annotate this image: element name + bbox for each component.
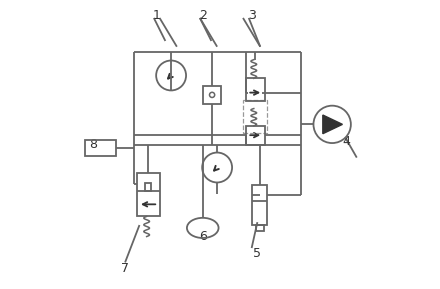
Text: 3: 3: [248, 9, 256, 22]
Text: 7: 7: [121, 262, 129, 275]
Bar: [203, 86, 221, 104]
Polygon shape: [323, 115, 342, 134]
Bar: [246, 126, 264, 144]
Bar: [246, 78, 264, 101]
Text: 8: 8: [89, 138, 97, 151]
Bar: [256, 225, 264, 231]
Bar: [252, 185, 268, 225]
Text: 2: 2: [199, 9, 207, 22]
Text: 4: 4: [343, 135, 351, 148]
Text: 5: 5: [253, 247, 261, 260]
Bar: [136, 173, 160, 216]
Bar: [145, 183, 151, 190]
Bar: [85, 140, 117, 156]
Text: 1: 1: [153, 9, 161, 22]
Bar: [243, 100, 268, 133]
Text: 6: 6: [199, 230, 207, 243]
